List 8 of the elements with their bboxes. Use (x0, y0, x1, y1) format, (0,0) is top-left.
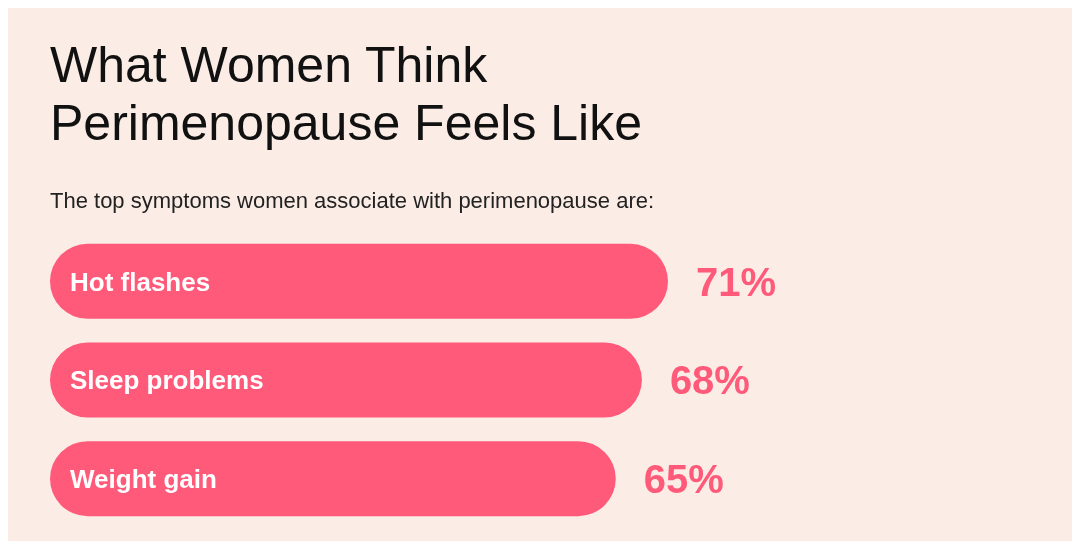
y-tick-label: Weight gain (70, 463, 217, 494)
chart-subtitle: The top symptoms women associate with perimenopause are: (50, 188, 655, 214)
chart-title: What Women Think Perimenopause Feels Like (50, 36, 643, 152)
data-label: 68% (669, 358, 750, 403)
data-label: 71% (696, 259, 777, 304)
y-tick-label: Sleep problems (70, 365, 264, 396)
data-label: 65% (643, 456, 724, 501)
y-tick-label: Hot flashes (70, 266, 211, 297)
